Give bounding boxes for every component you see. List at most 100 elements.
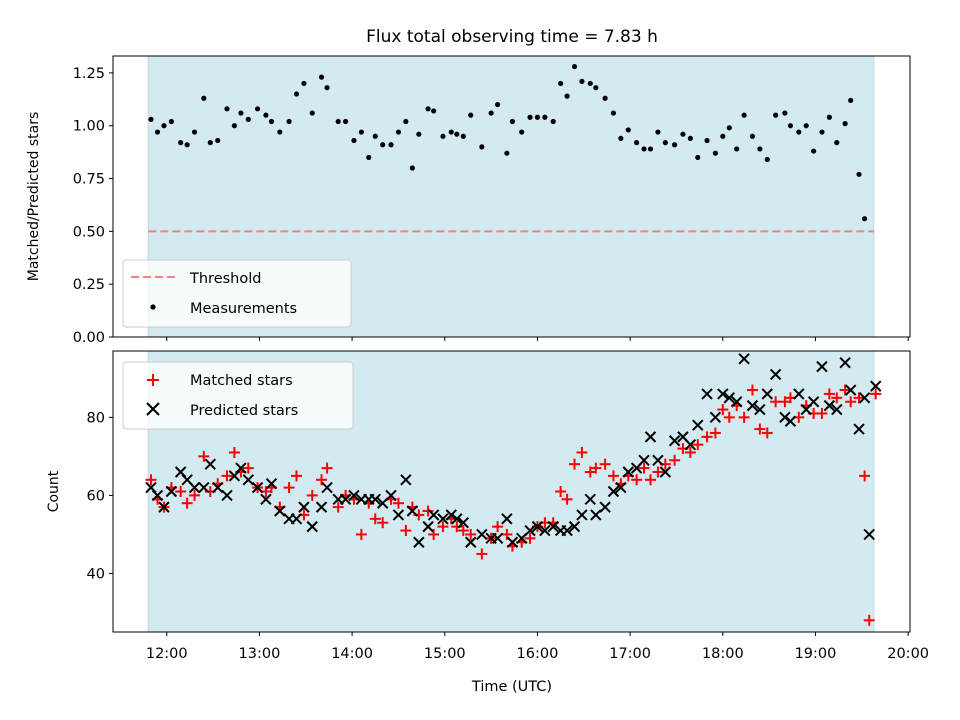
predicted-stars-point (793, 388, 805, 400)
y-tick-label: 0.00 (73, 330, 105, 346)
matched-stars-point (476, 548, 488, 560)
matched-legend-label: Matched stars (190, 373, 293, 389)
predicted-stars-point (561, 524, 573, 537)
predicted-stars-point (221, 489, 233, 502)
measurement-point (224, 106, 230, 112)
predicted-stars-point (400, 474, 412, 486)
matched-stars-point (652, 466, 664, 478)
predicted-stars-point (730, 396, 743, 408)
measurement-point (201, 95, 207, 101)
predicted-stars-point (659, 466, 672, 478)
matched-stars-point (746, 384, 758, 396)
predicted-stars-point (212, 481, 224, 494)
measurement-point (409, 165, 415, 171)
measurement-point (542, 114, 548, 120)
predicted-legend-swatch (146, 402, 160, 416)
threshold-legend-label: Threshold (189, 271, 261, 287)
measurement-point (460, 133, 466, 139)
matched-stars-point (761, 427, 773, 439)
matched-stars-point (465, 528, 477, 540)
predicted-stars-point (779, 411, 791, 424)
ratio-legend-box (122, 259, 352, 328)
predicted-stars-point (769, 368, 782, 381)
predicted-stars-point (590, 509, 602, 521)
predicted-stars-point (198, 481, 210, 494)
matched-stars-point (638, 462, 650, 474)
predicted-stars-point (445, 509, 457, 521)
predicted-stars-point (457, 517, 470, 529)
measurement-point (564, 93, 570, 99)
matched-stars-point (607, 470, 619, 482)
measurement-point (178, 140, 184, 146)
predicted-stars-point (260, 493, 272, 506)
predicted-stars-point (692, 419, 704, 431)
predicted-stars-point (584, 493, 596, 506)
predicted-stars-point (831, 403, 843, 416)
y-tick-label: 1.00 (73, 119, 105, 135)
matched-legend-swatch (147, 374, 159, 386)
measurement-point (610, 110, 617, 116)
measurement-point (764, 156, 770, 163)
matched-stars-point (492, 521, 504, 533)
count-y-axis-label: Count (46, 470, 62, 512)
measurement-point (593, 85, 599, 91)
measurement-point (625, 127, 631, 133)
measurement-point (527, 114, 533, 120)
measurement-point (238, 110, 244, 116)
y-tick-label: 80 (87, 410, 105, 426)
measurement-point (309, 110, 315, 116)
measurement-point (782, 110, 788, 116)
matched-stars-point (723, 411, 735, 423)
matched-stars-point (181, 497, 193, 509)
matched-stars-point (189, 489, 201, 501)
predicted-stars-point (476, 528, 488, 541)
predicted-stars-point (539, 524, 551, 537)
measurement-point (286, 118, 292, 125)
ratio-y-ticks: 0.00 0.25 0.50 0.75 1.00 1.25 (73, 66, 113, 346)
measurement-point (695, 154, 701, 161)
matched-stars-point (392, 497, 404, 509)
predicted-stars-point (427, 509, 440, 521)
predicted-stars-point (188, 481, 201, 494)
matched-stars-point (501, 528, 513, 540)
count-legend: Matched stars Predicted stars (122, 361, 354, 430)
measurement-point (534, 114, 541, 120)
predicted-stars-point (807, 396, 820, 408)
measurements-legend-swatch (150, 304, 156, 310)
measurement-point (154, 129, 161, 135)
matched-stars-point (355, 528, 367, 540)
measurement-point (231, 123, 238, 129)
predicted-stars-point (599, 501, 611, 513)
measurement-point (488, 110, 494, 116)
matched-stars-point (576, 446, 588, 458)
measurement-point (509, 118, 516, 125)
predicted-stars-point (644, 431, 657, 443)
measurement-point (358, 129, 364, 135)
measurement-point (148, 116, 154, 122)
measurement-point (712, 150, 718, 156)
measurement-point (494, 101, 501, 108)
matched-stars-point (870, 388, 882, 400)
matched-stars-point (561, 493, 573, 505)
matched-stars-point (400, 525, 412, 537)
matched-stars-point (555, 486, 567, 497)
measurement-point (826, 114, 832, 120)
measurement-point (277, 129, 283, 135)
predicted-stars-point (491, 532, 504, 545)
matched-stars-point (779, 396, 791, 408)
matched-stars-point (770, 396, 782, 408)
matched-stars-point (437, 521, 449, 533)
matched-stars-point (631, 474, 643, 486)
measurement-point (268, 118, 275, 125)
predicted-stars-point (290, 513, 303, 525)
predicted-stars-point (754, 403, 766, 416)
measurement-point (550, 118, 556, 125)
ratio-legend: Threshold Measurements (122, 259, 352, 328)
predicted-stars-point (784, 415, 797, 427)
measurement-point (343, 118, 349, 125)
predicted-stars-point (165, 485, 178, 498)
measurement-point (834, 140, 840, 146)
count-axes-frame (112, 350, 911, 633)
measurement-point (720, 133, 726, 139)
matched-stars-point (316, 474, 328, 486)
